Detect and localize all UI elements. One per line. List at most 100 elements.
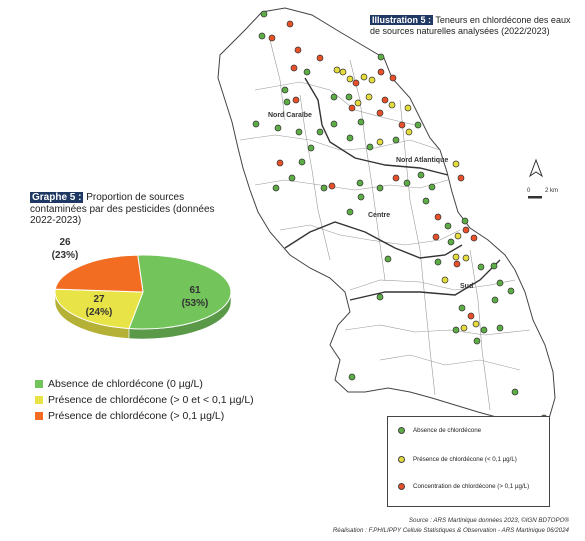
border-line [344, 324, 531, 336]
map-station-dot [428, 183, 436, 191]
graph-title: Graphe 5 : Proportion de sources contami… [30, 192, 240, 227]
map-station-dot [348, 373, 356, 381]
map-station-dot [339, 68, 347, 76]
map-station-dot [316, 128, 324, 136]
map-legend: Absence de chlordécone Présence de chlor… [387, 416, 550, 507]
map-station-dot [414, 121, 422, 129]
legend-swatch-green [35, 380, 43, 388]
map-station-dot [295, 128, 303, 136]
map-station-dot [470, 234, 478, 242]
map-station-dot [377, 53, 385, 61]
map-station-dot [472, 320, 480, 328]
map-station-dot [330, 93, 338, 101]
map-station-dot [490, 262, 498, 270]
map-station-dot [346, 134, 354, 142]
pie-chart [54, 254, 232, 340]
map-station-dot [346, 75, 354, 83]
pie-label-presence-high: 26 (23%) [40, 236, 90, 262]
border-line [399, 99, 436, 396]
graph-badge: Graphe 5 : [30, 192, 84, 203]
scale-bar [528, 196, 542, 199]
region-label-nord-caraibe: Nord Caraïbe [268, 112, 312, 119]
legend-label: Présence de chlordécone (> 0,1 µg/L) [48, 410, 225, 422]
pie-percent-presence-high: (23%) [51, 250, 79, 261]
region-border-center [284, 221, 463, 259]
map-station-dot [452, 326, 460, 334]
border-line [469, 249, 491, 411]
map-station-dot [480, 326, 488, 334]
map-station-dot [462, 226, 470, 234]
pie-value-presence-low: 27 [93, 294, 105, 305]
map-legend-item: Présence de chlordécone (< 0,1 µg/L) [398, 456, 517, 463]
map-station-dot [434, 213, 442, 221]
region-border-south [349, 259, 501, 301]
map-station-dot [286, 20, 294, 28]
map-station-dot [357, 193, 365, 201]
map-station-dot [467, 312, 475, 320]
map-station-dot [392, 174, 400, 182]
map-station-dot [376, 138, 384, 146]
map-station-dot [294, 46, 302, 54]
border-line [254, 179, 449, 191]
map-station-dot [366, 143, 374, 151]
map-station-dot [348, 104, 356, 112]
map-station-dot [290, 64, 298, 72]
region-label-sud: Sud [460, 283, 474, 290]
pie-slice-2 [54, 254, 144, 293]
border-line [279, 224, 461, 246]
map-station-dot [252, 120, 260, 128]
border-line [379, 354, 521, 371]
map-station-dot [473, 337, 481, 345]
map-station-dot [346, 208, 354, 216]
map-station-dot [404, 104, 412, 112]
map-station-dot [444, 222, 452, 230]
map-station-dot [357, 118, 365, 126]
border-line [349, 279, 516, 291]
region-border-north [304, 77, 449, 176]
map-station-dot [417, 171, 425, 179]
map-station-dot [457, 174, 465, 182]
map-station-dot [452, 160, 460, 168]
legend-label: Absence de chlordécone (0 µg/L) [48, 378, 203, 390]
map-legend-label: Absence de chlordécone [413, 427, 482, 434]
map-station-dot [258, 32, 266, 40]
map-station-dot [389, 74, 397, 82]
map-station-dot [281, 86, 289, 94]
map-station-dot [452, 253, 460, 261]
region-label-centre: Centre [368, 212, 391, 219]
source-line-2: Réalisation : F.PHILIPPY Cellule Statist… [332, 527, 569, 534]
border-line [254, 81, 416, 126]
map-legend-item: Absence de chlordécone [398, 427, 481, 434]
map-station-dot [360, 73, 368, 81]
scale-zero: 0 [527, 188, 531, 194]
map-station-dot [381, 96, 389, 104]
pie-slice-1 [54, 288, 144, 330]
illustration-title: Illustration 5 : Teneurs en chlordécone … [370, 15, 575, 37]
map-station-dot [377, 68, 385, 76]
legend-item: Présence de chlordécone (> 0 et < 0,1 µg… [35, 392, 254, 408]
map-station-dot [392, 136, 400, 144]
region-borders [284, 77, 501, 301]
map-station-dot [405, 128, 413, 136]
map-station-dot [303, 68, 311, 76]
map-station-dot [432, 233, 440, 241]
map-station-dot [491, 296, 499, 304]
map-station-dot [292, 96, 300, 104]
map-station-dot [376, 109, 384, 117]
map-station-dot [398, 121, 406, 129]
commune-borders [239, 39, 531, 411]
illustration-badge: Illustration 5 : [370, 15, 434, 25]
pie-value-presence-high: 26 [59, 237, 71, 248]
legend-item: Présence de chlordécone (> 0,1 µg/L) [35, 408, 254, 424]
map-station-dot [345, 93, 353, 101]
map-station-dot [441, 276, 449, 284]
legend-label: Présence de chlordécone (> 0 et < 0,1 µg… [48, 394, 254, 406]
map-station-dot [288, 174, 296, 182]
map-station-dot [352, 79, 360, 87]
region-label-nord-atlantique: Nord Atlantique [396, 157, 449, 164]
map-station-dot [316, 54, 324, 62]
map-station-dot [496, 279, 504, 287]
map-legend-label: Présence de chlordécone (< 0,1 µg/L) [413, 456, 517, 463]
map-station-dot [368, 76, 376, 84]
map-station-dot [283, 98, 291, 106]
